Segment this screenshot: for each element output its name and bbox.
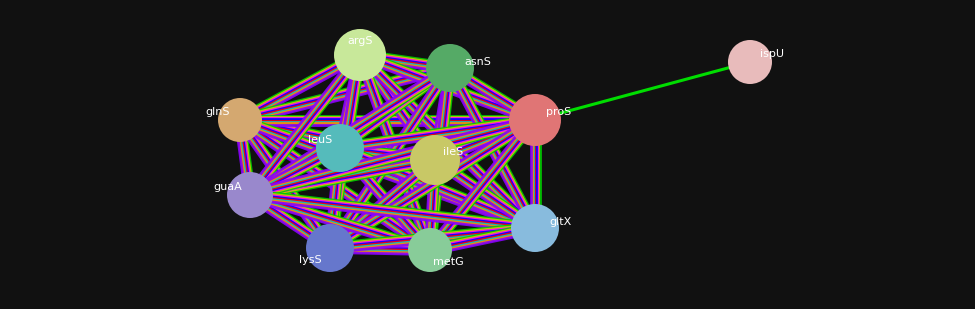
Circle shape <box>306 224 354 272</box>
Circle shape <box>334 29 386 81</box>
Circle shape <box>316 124 364 172</box>
Text: ileS: ileS <box>443 147 463 157</box>
Text: lysS: lysS <box>298 255 322 265</box>
Text: gltX: gltX <box>550 217 572 227</box>
Circle shape <box>408 228 452 272</box>
Circle shape <box>728 40 772 84</box>
Text: metG: metG <box>433 257 463 267</box>
Circle shape <box>511 204 559 252</box>
Circle shape <box>218 98 262 142</box>
Text: asnS: asnS <box>464 57 491 67</box>
Text: ispU: ispU <box>760 49 784 59</box>
Circle shape <box>509 94 561 146</box>
Text: guaA: guaA <box>214 182 243 192</box>
Text: proS: proS <box>546 107 571 117</box>
Text: leuS: leuS <box>308 135 332 145</box>
Circle shape <box>227 172 273 218</box>
Text: glnS: glnS <box>206 107 230 117</box>
Circle shape <box>410 135 460 185</box>
Text: argS: argS <box>347 36 372 46</box>
Circle shape <box>426 44 474 92</box>
